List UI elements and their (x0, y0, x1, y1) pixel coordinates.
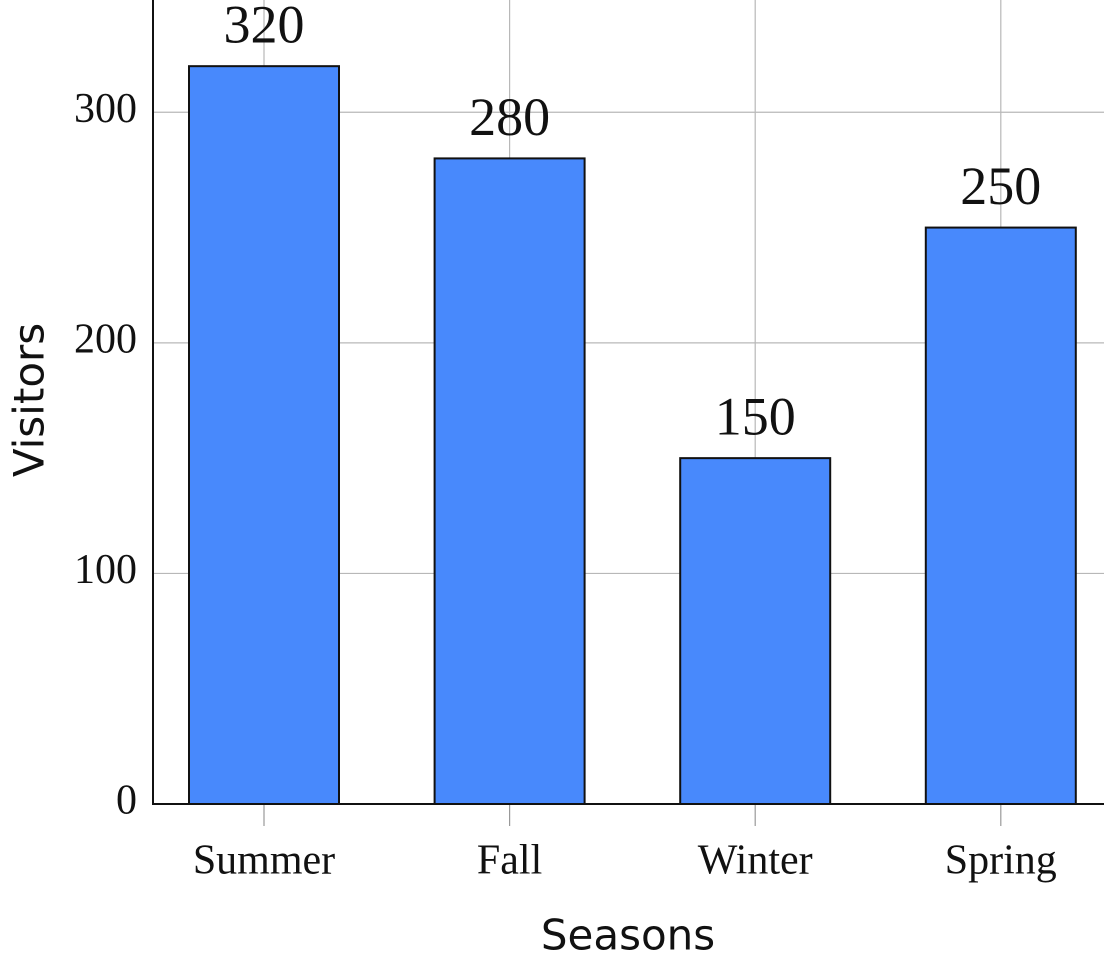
y-tick-label: 100 (74, 547, 137, 593)
bar (924, 226, 1077, 806)
bar (433, 157, 586, 805)
x-tick-label: Winter (698, 838, 813, 884)
y-tick-label: 0 (116, 778, 137, 824)
data-label: 150 (715, 387, 796, 447)
x-tick-label: Summer (193, 838, 335, 884)
bar (679, 457, 832, 805)
bar (188, 65, 340, 805)
x-tick-label: Fall (477, 838, 542, 884)
y-axis-label: Visitors (5, 323, 54, 477)
x-axis-label: Seasons (541, 911, 715, 960)
data-label: 280 (469, 87, 550, 147)
y-tick-label: 300 (74, 86, 137, 132)
data-label: 320 (224, 0, 305, 55)
y-tick-label: 200 (74, 316, 137, 362)
data-label: 250 (960, 156, 1041, 216)
x-tick-label: Spring (945, 838, 1057, 884)
